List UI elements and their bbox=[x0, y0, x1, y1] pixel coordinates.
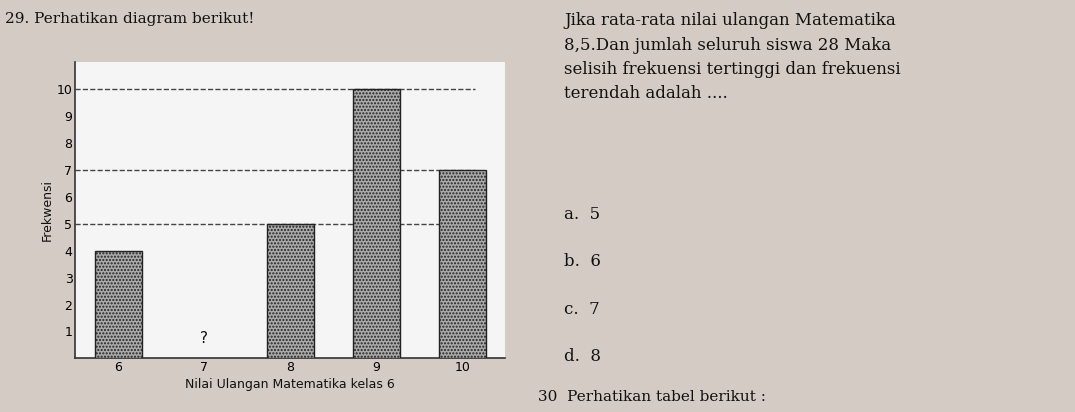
Text: 30  Perhatikan tabel berikut :: 30 Perhatikan tabel berikut : bbox=[538, 390, 765, 404]
Text: d.  8: d. 8 bbox=[564, 348, 601, 365]
Text: ?: ? bbox=[200, 331, 209, 346]
Bar bbox=[353, 89, 400, 358]
Bar bbox=[95, 250, 142, 358]
Bar bbox=[439, 170, 486, 358]
Text: 29. Perhatikan diagram berikut!: 29. Perhatikan diagram berikut! bbox=[5, 12, 255, 26]
Bar bbox=[267, 224, 314, 358]
Text: c.  7: c. 7 bbox=[564, 301, 600, 318]
X-axis label: Nilai Ulangan Matematika kelas 6: Nilai Ulangan Matematika kelas 6 bbox=[185, 378, 396, 391]
Text: b.  6: b. 6 bbox=[564, 253, 601, 270]
Text: a.  5: a. 5 bbox=[564, 206, 601, 223]
Y-axis label: Frekwensi: Frekwensi bbox=[41, 179, 54, 241]
Text: Jika rata-rata nilai ulangan Matematika
8,5.Dan jumlah seluruh siswa 28 Maka
sel: Jika rata-rata nilai ulangan Matematika … bbox=[564, 12, 901, 102]
